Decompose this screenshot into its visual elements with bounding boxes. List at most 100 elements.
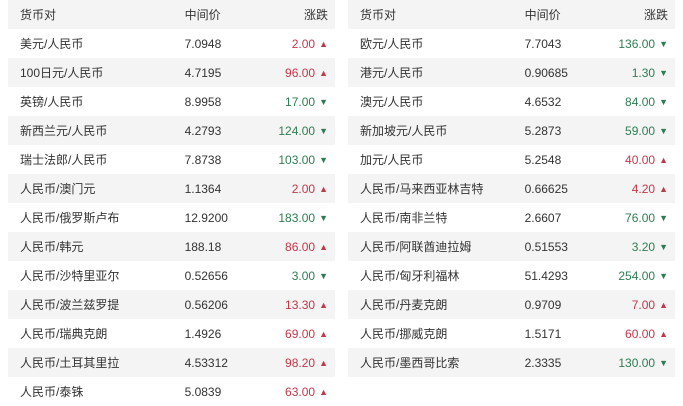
change-cell: 103.00 ▼ xyxy=(263,153,335,167)
up-arrow-icon: ▲ xyxy=(319,386,328,397)
mid-price-value: 4.2793 xyxy=(184,123,222,138)
header-change: 涨跌 xyxy=(643,8,668,22)
mid-price-value: 7.7043 xyxy=(524,36,562,51)
change-cell: 7.00 ▲ xyxy=(603,298,675,312)
down-arrow-icon: ▼ xyxy=(319,125,328,136)
mid-price-value: 2.3335 xyxy=(524,355,562,370)
change-cell: 98.20 ▲ xyxy=(263,356,335,370)
change-cell: 40.00 ▲ xyxy=(603,153,675,167)
up-arrow-icon: ▲ xyxy=(659,328,668,339)
up-arrow-icon: ▲ xyxy=(319,241,328,252)
table-row: 人民币/丹麦克朗 0.9709 7.00 ▲ xyxy=(348,290,675,319)
currency-pair-label: 人民币/澳门元 xyxy=(20,182,96,196)
change-cell: 2.00 ▲ xyxy=(263,37,335,51)
mid-price-value: 4.6532 xyxy=(524,94,562,109)
currency-pair-label: 瑞士法郎/人民币 xyxy=(20,153,108,167)
down-arrow-icon: ▼ xyxy=(319,96,328,107)
up-arrow-icon: ▲ xyxy=(319,328,328,339)
change-value: 63.00 xyxy=(285,384,316,399)
up-arrow-icon: ▲ xyxy=(659,299,668,310)
change-value: 124.00 xyxy=(278,123,316,138)
mid-price-value: 7.0948 xyxy=(184,36,222,51)
currency-pair-label: 新加坡元/人民币 xyxy=(360,124,448,138)
down-arrow-icon: ▼ xyxy=(659,241,668,252)
fx-rates-table-left: 货币对 中间价 涨跌 美元/人民币 7.0948 2.00 ▲ 100日元/人民币… xyxy=(8,0,335,406)
change-cell: 59.00 ▼ xyxy=(603,124,675,138)
change-value: 84.00 xyxy=(625,94,656,109)
table-row: 新加坡元/人民币 5.2873 59.00 ▼ xyxy=(348,116,675,145)
change-cell: 84.00 ▼ xyxy=(603,95,675,109)
down-arrow-icon: ▼ xyxy=(319,270,328,281)
table-row: 人民币/阿联酋迪拉姆 0.51553 3.20 ▼ xyxy=(348,232,675,261)
change-value: 13.30 xyxy=(285,297,316,312)
header-mid-price: 中间价 xyxy=(524,8,561,22)
currency-pair-label: 欧元/人民币 xyxy=(360,37,424,51)
table-row: 人民币/墨西哥比索 2.3335 130.00 ▼ xyxy=(348,348,675,377)
down-arrow-icon: ▼ xyxy=(659,125,668,136)
change-value: 86.00 xyxy=(285,239,316,254)
change-value: 2.00 xyxy=(291,181,316,196)
mid-price-value: 0.52656 xyxy=(184,268,228,283)
change-value: 60.00 xyxy=(625,326,656,341)
change-cell: 1.30 ▼ xyxy=(603,66,675,80)
table-row: 人民币/马来西亚林吉特 0.66625 4.20 ▲ xyxy=(348,174,675,203)
table-row: 欧元/人民币 7.7043 136.00 ▼ xyxy=(348,29,675,58)
change-value: 103.00 xyxy=(278,152,316,167)
mid-price-value: 5.2548 xyxy=(524,152,562,167)
mid-price-value: 5.0839 xyxy=(184,384,222,399)
down-arrow-icon: ▼ xyxy=(659,38,668,49)
table-row: 澳元/人民币 4.6532 84.00 ▼ xyxy=(348,87,675,116)
up-arrow-icon: ▲ xyxy=(319,183,328,194)
currency-pair-label: 加元/人民币 xyxy=(360,153,424,167)
change-cell: 4.20 ▲ xyxy=(603,182,675,196)
down-arrow-icon: ▼ xyxy=(659,212,668,223)
change-value: 183.00 xyxy=(278,210,316,225)
mid-price-value: 1.1364 xyxy=(184,181,222,196)
mid-price-value: 7.8738 xyxy=(184,152,222,167)
table-row: 英镑/人民币 8.9958 17.00 ▼ xyxy=(8,87,335,116)
currency-pair-label: 澳元/人民币 xyxy=(360,95,424,109)
header-currency-pair: 货币对 xyxy=(20,8,57,22)
currency-pair-label: 人民币/阿联酋迪拉姆 xyxy=(360,240,472,254)
currency-pair-label: 人民币/墨西哥比索 xyxy=(360,356,460,370)
mid-price-value: 2.6607 xyxy=(524,210,562,225)
currency-pair-label: 美元/人民币 xyxy=(20,37,84,51)
mid-price-value: 0.51553 xyxy=(524,239,568,254)
table-row: 港元/人民币 0.90685 1.30 ▼ xyxy=(348,58,675,87)
currency-pair-label: 人民币/泰铢 xyxy=(20,385,84,399)
currency-pair-label: 人民币/韩元 xyxy=(20,240,84,254)
change-cell: 86.00 ▲ xyxy=(263,240,335,254)
mid-price-value: 12.9200 xyxy=(184,210,228,225)
currency-pair-label: 人民币/波兰兹罗提 xyxy=(20,298,120,312)
up-arrow-icon: ▲ xyxy=(319,299,328,310)
change-cell: 130.00 ▼ xyxy=(603,356,675,370)
currency-pair-label: 人民币/丹麦克朗 xyxy=(360,298,448,312)
up-arrow-icon: ▲ xyxy=(659,154,668,165)
change-cell: 183.00 ▼ xyxy=(263,211,335,225)
mid-price-value: 0.90685 xyxy=(524,65,568,80)
change-cell: 69.00 ▲ xyxy=(263,327,335,341)
table-row: 人民币/波兰兹罗提 0.56206 13.30 ▲ xyxy=(8,290,335,319)
table-row: 人民币/沙特里亚尔 0.52656 3.00 ▼ xyxy=(8,261,335,290)
currency-pair-label: 人民币/土耳其里拉 xyxy=(20,356,120,370)
change-cell: 60.00 ▲ xyxy=(603,327,675,341)
table-row: 人民币/南非兰特 2.6607 76.00 ▼ xyxy=(348,203,675,232)
up-arrow-icon: ▲ xyxy=(659,183,668,194)
mid-price-value: 188.18 xyxy=(184,239,222,254)
table-row: 人民币/挪威克朗 1.5171 60.00 ▲ xyxy=(348,319,675,348)
change-value: 3.20 xyxy=(631,239,656,254)
currency-pair-label: 新西兰元/人民币 xyxy=(20,124,108,138)
change-value: 136.00 xyxy=(618,36,656,51)
change-value: 76.00 xyxy=(625,210,656,225)
table-row: 人民币/俄罗斯卢布 12.9200 183.00 ▼ xyxy=(8,203,335,232)
change-cell: 96.00 ▲ xyxy=(263,66,335,80)
change-cell: 3.00 ▼ xyxy=(263,269,335,283)
mid-price-value: 1.5171 xyxy=(524,326,562,341)
mid-price-value: 0.9709 xyxy=(524,297,562,312)
down-arrow-icon: ▼ xyxy=(659,96,668,107)
currency-pair-label: 人民币/挪威克朗 xyxy=(360,327,448,341)
change-cell: 13.30 ▲ xyxy=(263,298,335,312)
change-value: 69.00 xyxy=(285,326,316,341)
table-row: 100日元/人民币 4.7195 96.00 ▲ xyxy=(8,58,335,87)
currency-pair-label: 港元/人民币 xyxy=(360,66,424,80)
